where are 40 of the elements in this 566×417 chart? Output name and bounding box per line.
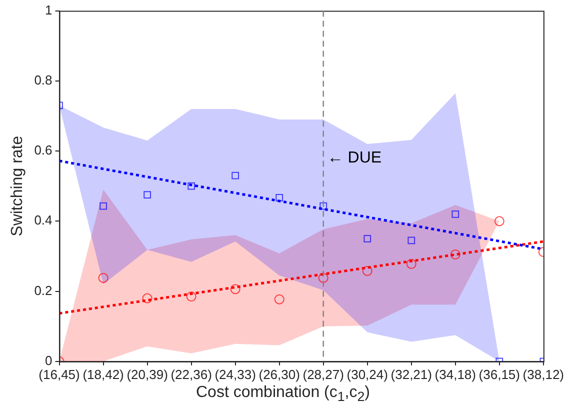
y-tick-label: 0 — [45, 352, 52, 368]
point — [232, 172, 239, 180]
point — [452, 210, 460, 218]
x-tick-label: (24,33) — [214, 366, 256, 382]
y-tick-label: 0.8 — [34, 72, 52, 88]
point — [144, 191, 151, 199]
point — [320, 202, 328, 210]
point — [98, 272, 108, 283]
point — [188, 182, 195, 190]
y-tick-label: 0.2 — [34, 282, 52, 298]
x-tick-label: (18,42) — [82, 366, 124, 382]
x-tick-label: (20,39) — [126, 366, 168, 382]
point — [318, 272, 328, 283]
x-tick-label: (36,15) — [478, 366, 520, 382]
point — [276, 194, 284, 202]
y-tick-label: 1 — [45, 2, 52, 18]
x-axis-title: Cost combination (c$_{1}$,c$_{2}$) — [194, 384, 371, 404]
point — [450, 249, 460, 260]
point — [408, 236, 416, 244]
y-tick-label: 0.4 — [34, 212, 52, 228]
point — [364, 235, 372, 242]
x-tick-label: (28,27) — [302, 366, 344, 382]
x-tick-label: (34,18) — [434, 366, 476, 382]
point — [186, 292, 196, 302]
x-tick-label: (26,30) — [258, 366, 300, 382]
y-axis-title: Switching rate — [9, 136, 26, 236]
point — [362, 266, 372, 276]
point — [406, 258, 416, 269]
x-tick-label: (30,24) — [346, 366, 388, 382]
point — [100, 202, 107, 210]
point — [142, 293, 152, 304]
ref-line-label: ← DUE — [327, 149, 382, 166]
x-tick-label: (16,45) — [38, 366, 80, 382]
point — [230, 284, 240, 294]
point — [494, 216, 504, 226]
x-tick-label: (22,36) — [170, 366, 212, 382]
x-tick-label: (32,21) — [390, 366, 432, 382]
x-tick-label: (38,12) — [522, 366, 564, 382]
y-tick-label: 0.6 — [34, 142, 52, 158]
point — [274, 294, 284, 304]
